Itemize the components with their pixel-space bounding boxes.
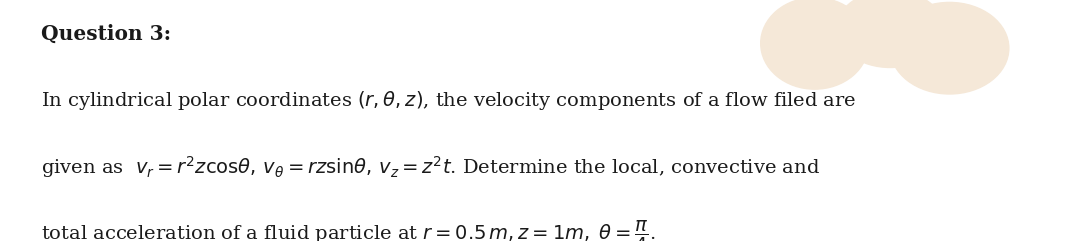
Text: Question 3:: Question 3:: [41, 24, 172, 44]
Ellipse shape: [761, 0, 869, 89]
Text: total acceleration of a fluid particle at $r = 0.5\,m, z = 1m,\; \theta = \dfrac: total acceleration of a fluid particle a…: [41, 219, 656, 241]
Ellipse shape: [890, 2, 1009, 94]
Ellipse shape: [836, 0, 944, 67]
Text: In cylindrical polar coordinates $(r, \theta, z)$, the velocity components of a : In cylindrical polar coordinates $(r, \t…: [41, 89, 857, 112]
Text: given as  $v_r = r^2z\mathrm{cos}\theta,\, v_\theta = rz\mathrm{sin}\theta,\, v_: given as $v_r = r^2z\mathrm{cos}\theta,\…: [41, 154, 820, 180]
